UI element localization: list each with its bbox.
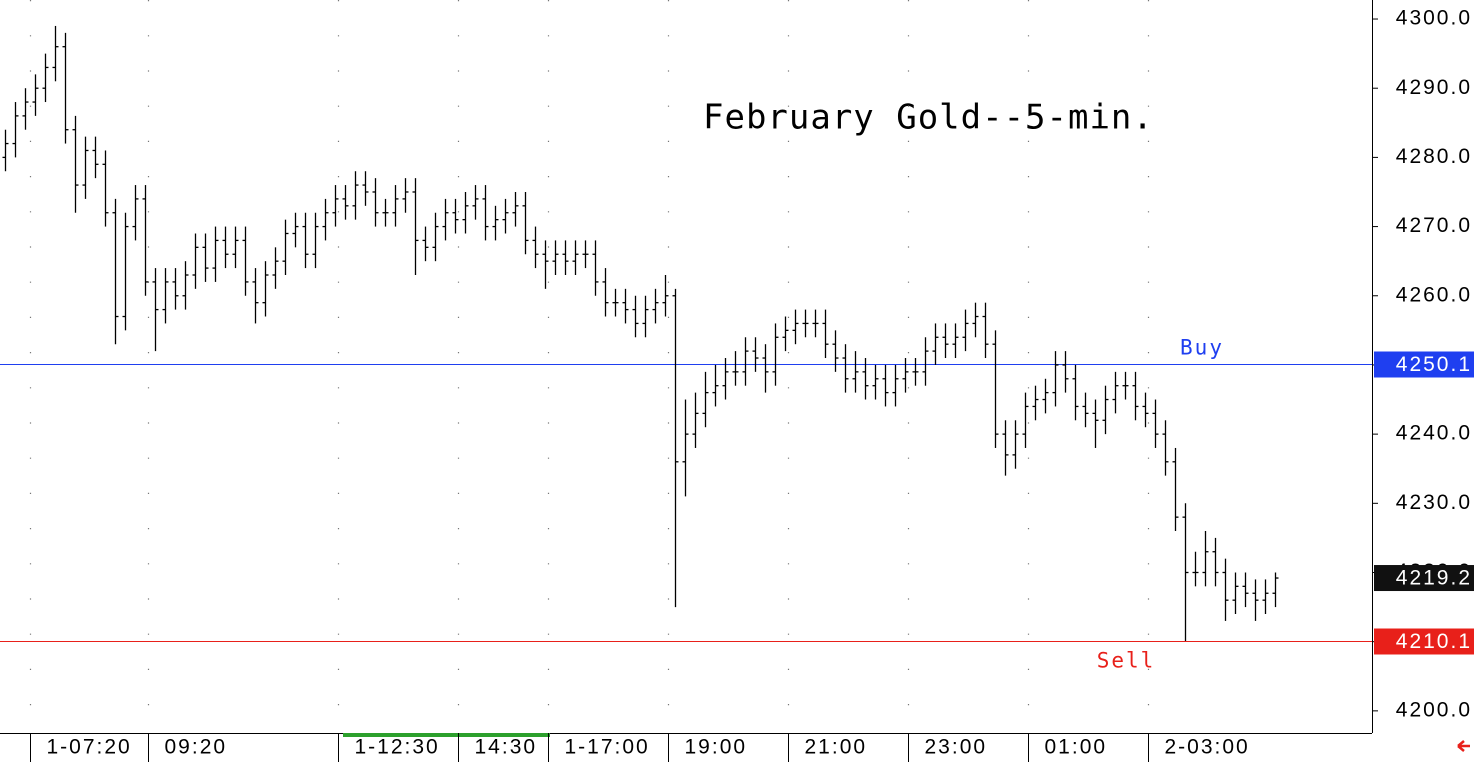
y-tick-label: 4260.0: [1396, 283, 1472, 306]
level-name: Buy: [1180, 336, 1224, 360]
x-tick-label: 09:20: [165, 736, 228, 759]
last-price-label: 4219.2: [1396, 567, 1472, 590]
session-highlight: [343, 733, 550, 737]
y-tick-label: 4230.0: [1396, 491, 1472, 514]
x-tick-label: 19:00: [685, 736, 748, 759]
level-price-box: [1374, 351, 1474, 378]
y-tick-label: 4240.0: [1396, 422, 1472, 445]
y-tick-label: 4300.0: [1396, 7, 1472, 30]
x-tick-label: 1-07:20: [47, 736, 132, 759]
level-name: Sell: [1097, 649, 1156, 673]
last-price-box: [1374, 565, 1474, 592]
y-tick-label: 4270.0: [1396, 214, 1472, 237]
x-tick-label: 21:00: [805, 736, 868, 759]
x-tick-label: 1-12:30: [355, 736, 440, 759]
y-tick-label: 4200.0: [1396, 698, 1472, 721]
x-tick-label: 23:00: [925, 736, 988, 759]
x-tick-label: 14:30: [475, 736, 538, 759]
y-tick-label: 4290.0: [1396, 76, 1472, 99]
x-tick-label: 1-17:00: [565, 736, 650, 759]
x-tick-label: 01:00: [1045, 736, 1108, 759]
level-price-box: [1374, 628, 1474, 655]
level-price-label: 4210.1: [1396, 630, 1472, 653]
level-price-label: 4250.1: [1396, 353, 1472, 376]
scroll-arrow[interactable]: [1457, 740, 1470, 752]
y-tick-label: 4280.0: [1396, 145, 1472, 168]
chart-title: February Gold--5-min.: [703, 98, 1154, 138]
x-tick-label: 2-03:00: [1165, 736, 1250, 759]
